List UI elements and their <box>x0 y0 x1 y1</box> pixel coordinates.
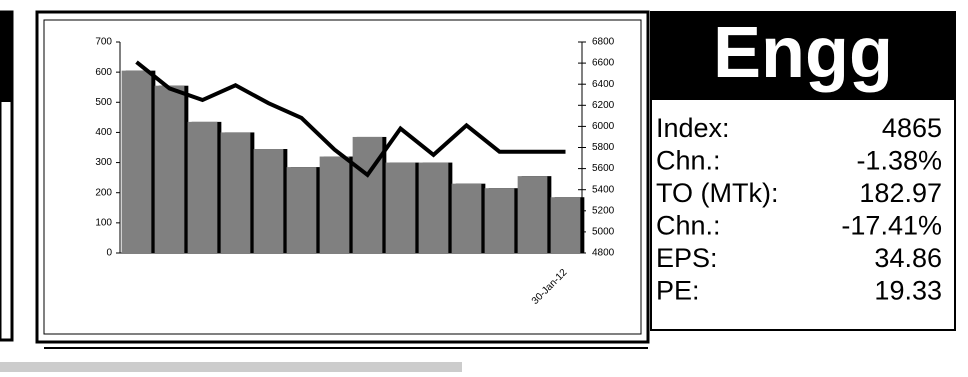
stats-title: Engg <box>713 13 893 93</box>
stats-header <box>651 12 955 100</box>
bar <box>121 70 152 253</box>
y2-tick-label: 6200 <box>592 100 615 111</box>
y2-tick-label: 5400 <box>592 184 615 195</box>
bar <box>385 162 416 253</box>
stat-value: 34.86 <box>874 243 942 273</box>
y-tick-label: 300 <box>95 157 112 168</box>
stat-value: 19.33 <box>874 276 942 306</box>
y-tick-label: 700 <box>95 37 112 48</box>
stat-value: 182.97 <box>859 178 942 208</box>
bar <box>352 136 383 253</box>
bar <box>187 121 218 253</box>
bar <box>484 188 515 253</box>
stat-label: PE: <box>656 276 700 306</box>
y-tick-label: 100 <box>95 217 112 228</box>
stat-value: 4865 <box>882 113 942 143</box>
stat-value: -1.38% <box>856 146 942 176</box>
bar <box>286 167 317 253</box>
bar <box>220 132 251 253</box>
y2-tick-label: 6400 <box>592 79 615 90</box>
bar <box>418 162 449 253</box>
line <box>135 60 566 178</box>
y2-tick-label: 6600 <box>592 58 615 69</box>
bar <box>319 156 350 253</box>
stat-label: TO (MTk): <box>656 178 778 208</box>
stat-label: EPS: <box>656 243 718 273</box>
y2-tick-label: 5600 <box>592 163 615 174</box>
bar <box>451 183 482 253</box>
y2-tick-label: 5200 <box>592 205 615 216</box>
y-tick-label: 400 <box>95 127 112 138</box>
y2-tick-label: 4800 <box>592 248 615 259</box>
stat-value: -17.41% <box>841 211 942 241</box>
bar <box>253 149 284 253</box>
y2-tick-label: 5800 <box>592 142 615 153</box>
chart-inner-frame <box>43 19 642 335</box>
y-tick-label: 500 <box>95 97 112 108</box>
y-tick-label: 200 <box>95 187 112 198</box>
left-panel-header <box>0 12 12 102</box>
y-tick-label: 600 <box>95 67 112 78</box>
bar <box>154 85 185 253</box>
y-tick-label: 0 <box>106 248 112 259</box>
y2-tick-label: 6800 <box>592 37 615 48</box>
bar <box>517 176 548 253</box>
y2-tick-label: 5000 <box>592 227 615 238</box>
stat-label: Chn.: <box>656 211 721 241</box>
stat-label: Index: <box>656 113 730 143</box>
scroll-strip <box>0 362 462 372</box>
bar <box>550 197 581 253</box>
stat-label: Chn.: <box>656 146 721 176</box>
y2-tick-label: 6000 <box>592 121 615 132</box>
